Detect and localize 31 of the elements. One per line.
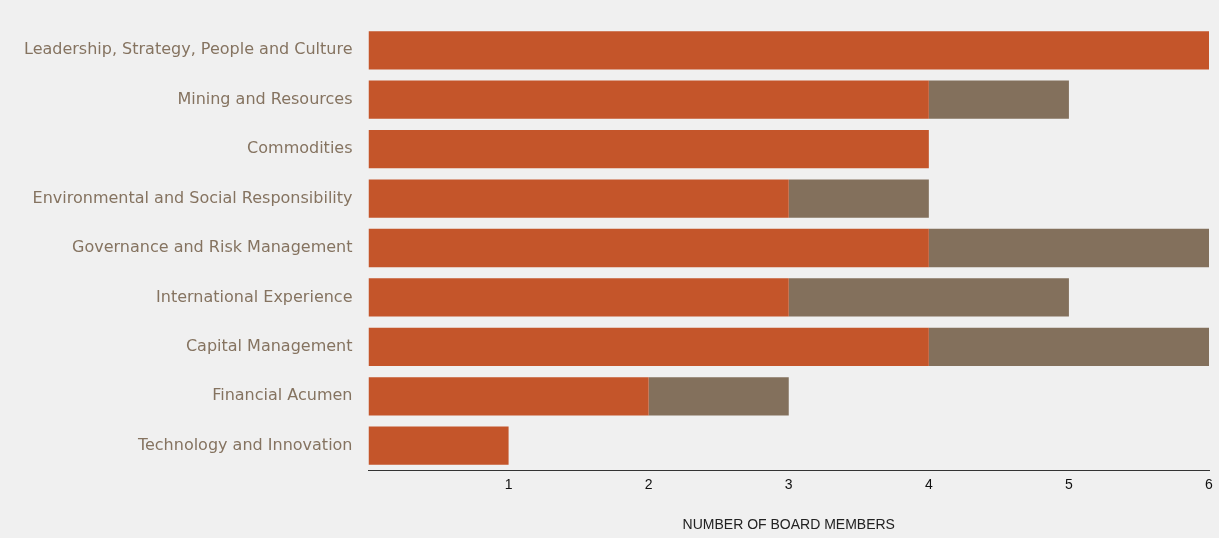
bar [368, 228, 929, 268]
x-tick-label: 6 [1205, 475, 1214, 492]
bar [368, 327, 929, 366]
x-tick-label: 4 [924, 475, 933, 492]
bar [368, 377, 649, 416]
x-axis-title: NUMBER OF BOARD MEMBERS [682, 516, 895, 533]
y-tick-label: Leadership, Strategy, People and Culture [23, 39, 353, 59]
x-tick-label: 2 [644, 475, 653, 492]
y-tick-label: Environmental and Social Responsibility [32, 187, 353, 207]
x-tick-label: 1 [504, 475, 513, 492]
bar [368, 179, 789, 218]
bar [928, 80, 1069, 119]
y-tick-label: Capital Management [185, 336, 353, 355]
bar [788, 179, 929, 218]
x-tick-label: 5 [1065, 475, 1074, 492]
y-tick-label: Technology and Innovation [136, 434, 353, 454]
y-tick-label: Commodities [247, 138, 353, 158]
y-tick-label: Mining and Resources [177, 88, 353, 108]
bar [648, 377, 789, 416]
bar [368, 278, 789, 317]
bar [368, 130, 929, 169]
bar [368, 426, 509, 465]
x-tick-label: 3 [784, 475, 793, 492]
bar [788, 278, 1069, 317]
bar [368, 80, 929, 119]
y-tick-label: Financial Acumen [212, 385, 353, 405]
bar [368, 31, 1209, 70]
bar [928, 327, 1209, 366]
y-tick-label: International Experience [156, 286, 353, 306]
bar [928, 228, 1209, 268]
y-tick-label: Governance and Risk Management [72, 237, 353, 257]
